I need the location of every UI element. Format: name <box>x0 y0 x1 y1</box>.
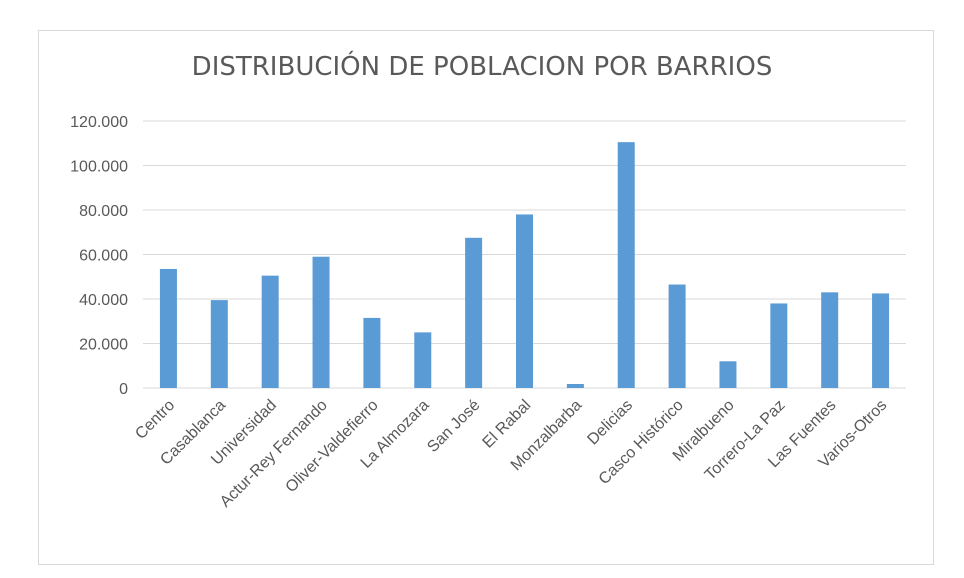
y-tick-label: 80.000 <box>79 203 128 220</box>
bar <box>872 293 890 388</box>
x-tick-label: Delicias <box>584 397 636 449</box>
chart-area <box>38 30 934 565</box>
bar <box>719 361 737 388</box>
x-tick-label: San José <box>424 397 483 456</box>
y-tick-label: 100.000 <box>70 159 128 176</box>
x-tick-label: Oliver-Valdefierro <box>283 397 382 496</box>
bar <box>159 268 177 388</box>
chart-title: DISTRIBUCIÓN DE POBLACION POR BARRIOS <box>191 52 773 82</box>
bar <box>566 383 584 388</box>
bar <box>770 303 788 388</box>
bar <box>465 237 483 388</box>
bar <box>668 284 686 388</box>
x-tick-label: Centro <box>132 397 178 443</box>
bar <box>261 275 279 388</box>
bar <box>312 256 330 388</box>
y-tick-label: 40.000 <box>79 292 128 309</box>
y-tick-label: 60.000 <box>79 248 128 265</box>
bar <box>414 332 432 388</box>
bar <box>210 300 228 388</box>
bar <box>363 317 381 388</box>
y-tick-label: 120.000 <box>70 114 128 131</box>
y-tick-label: 0 <box>119 381 128 398</box>
y-tick-label: 20.000 <box>79 337 128 354</box>
bar <box>516 214 533 388</box>
bar <box>821 292 839 388</box>
bar <box>617 142 635 388</box>
